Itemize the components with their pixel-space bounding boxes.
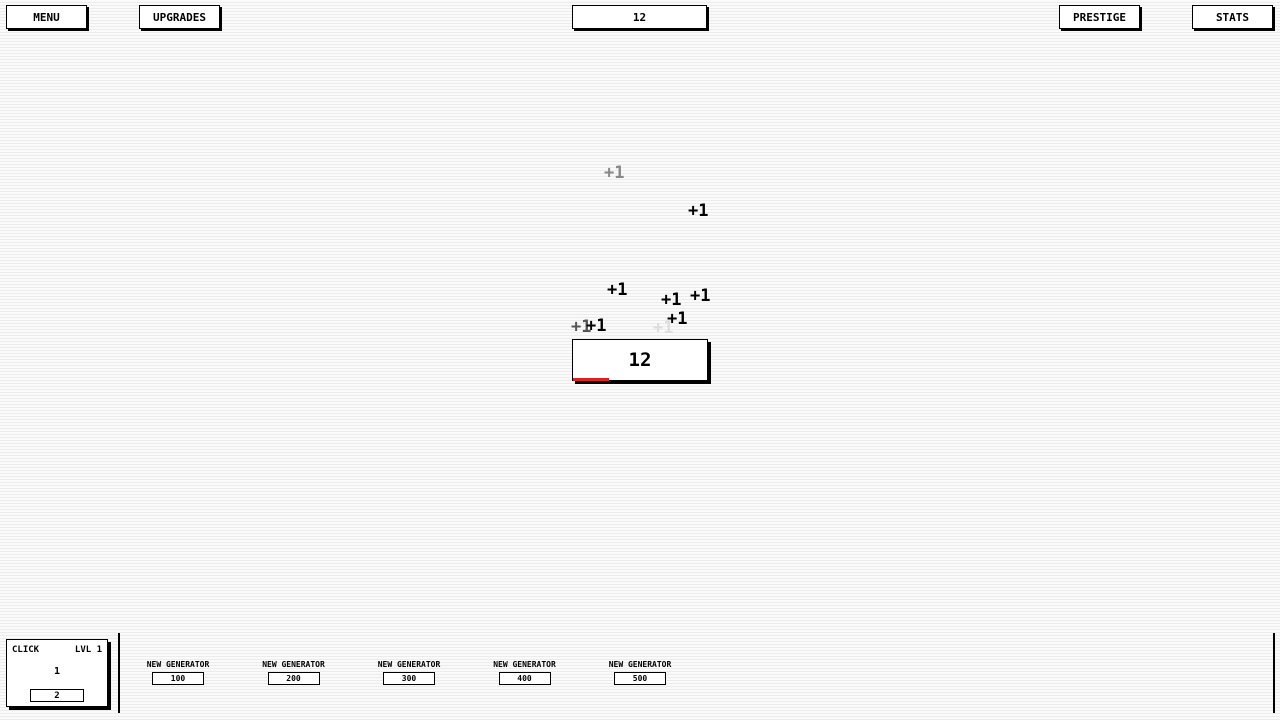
generator-buy-button[interactable]: 200 [267,672,320,685]
currency-counter: 12 [572,5,707,29]
generator-label: NEW GENERATOR [608,660,672,669]
divider [1273,633,1275,713]
floating-gain-text: +1 [688,201,709,221]
generator-item[interactable]: NEW GENERATOR 400 [480,660,570,685]
click-upgrade-cost-button[interactable]: 2 [30,689,84,702]
generator-buy-button[interactable]: 500 [614,672,666,685]
generator-label: NEW GENERATOR [377,660,441,669]
stats-button[interactable]: STATS [1192,5,1273,29]
generator-buy-button[interactable]: 300 [383,672,435,685]
menu-button[interactable]: MENU [6,5,87,29]
floating-gain-text: +1 [586,316,607,336]
generator-label: NEW GENERATOR [262,660,325,669]
generator-item[interactable]: NEW GENERATOR 200 [249,660,339,685]
click-value: 12 [628,349,652,371]
prestige-button[interactable]: PRESTIGE [1059,5,1140,29]
divider [118,633,120,713]
floating-gain-text: +1 [690,286,711,306]
floating-gain-text: +1 [653,318,674,338]
generator-item[interactable]: NEW GENERATOR 100 [133,660,223,685]
click-card-value: 1 [53,666,61,677]
click-upgrade-card[interactable]: CLICK LVL 1 1 2 [6,639,108,707]
generator-item[interactable]: NEW GENERATOR 300 [364,660,454,685]
generator-label: NEW GENERATOR [146,660,210,669]
upgrades-button[interactable]: UPGRADES [139,5,220,29]
generator-label: NEW GENERATOR [493,660,556,669]
click-progress-bar [573,378,610,381]
click-card-level: LVL 1 [74,645,102,655]
floating-gain-text: +1 [604,163,625,183]
floating-gain-text: +1 [571,317,592,337]
floating-gain-text: +1 [661,290,682,310]
generator-buy-button[interactable]: 100 [152,672,204,685]
floating-gain-text: +1 [667,309,688,329]
click-card-title: CLICK [12,645,40,655]
main-click-button[interactable]: 12 [572,339,708,381]
generator-buy-button[interactable]: 400 [498,672,551,685]
floating-gain-text: +1 [607,280,628,300]
generator-item[interactable]: NEW GENERATOR 500 [595,660,685,685]
